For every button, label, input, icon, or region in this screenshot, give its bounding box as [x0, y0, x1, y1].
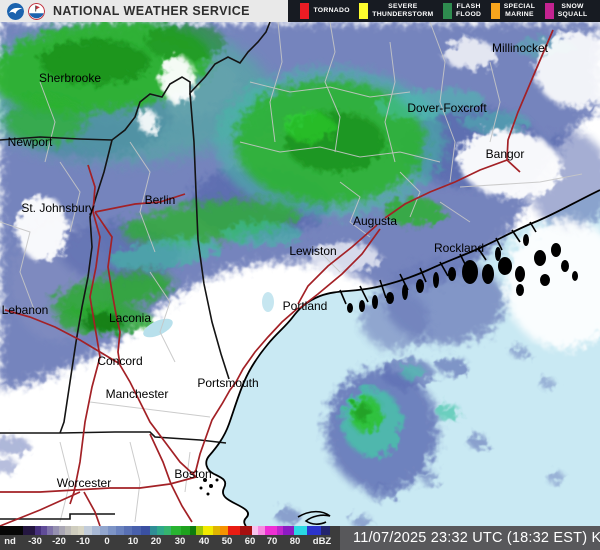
colorbar-tick-30: 30: [174, 536, 186, 547]
city-label-dover-foxcroft: Dover-Foxcroft: [407, 101, 487, 115]
city-label-millinocket: Millinocket: [492, 41, 549, 55]
warning-label: TORNADO: [313, 7, 350, 15]
roads-layer: [0, 29, 554, 527]
warning-swatch-icon: [490, 3, 500, 19]
nws-logo-icon: [28, 2, 45, 20]
colorbar-tick-10: 10: [127, 536, 139, 547]
colorbar-tick-70: 70: [266, 536, 278, 547]
warning-label: SEVERE THUNDERSTORM: [372, 3, 434, 18]
state-borders: [0, 21, 271, 520]
radar-map[interactable]: Sherbrooke Millinocket Dover-Foxcroft Bango…: [0, 20, 600, 529]
colorbar-tick-nd: nd: [4, 536, 16, 547]
warning-item-special-marine[interactable]: SPECIAL MARINE: [490, 3, 536, 19]
city-label-manchester: Manchester: [106, 387, 169, 401]
city-label-lewiston: Lewiston: [289, 244, 336, 258]
timestamp-label: 11/07/2025 23:32 UTC (18:32 EST) KGYX: [340, 526, 600, 550]
noaa-logo-icon: [7, 2, 24, 20]
reflectivity-colorbar: nd -30 -20 -10 0 10 20 30 40 50 60 70 80 dBZ: [0, 526, 340, 550]
agency-title: NATIONAL WEATHER SERVICE: [53, 4, 250, 18]
radar-map-container: Sherbrooke Millinocket Dover-Foxcroft Bango…: [0, 20, 600, 529]
city-label-boston: Boston: [174, 467, 211, 481]
city-label-rockland: Rockland: [434, 241, 484, 255]
city-label-portland: Portland: [283, 299, 328, 313]
warning-item-tornado[interactable]: TORNADO: [300, 3, 349, 19]
warning-legend: TORNADO SEVERE THUNDERSTORM FLASH FLOOD SPE…: [288, 0, 600, 22]
colorbar-tick-30: -30: [28, 536, 42, 547]
colorbar-tick-10: -10: [76, 536, 90, 547]
precipitation-layer: [0, 20, 600, 529]
warning-swatch-icon: [544, 3, 554, 19]
warning-label: SNOW SQUALL: [557, 3, 588, 18]
coastline: [199, 189, 600, 527]
lakes: [143, 292, 274, 338]
footer-bar: nd -30 -20 -10 0 10 20 30 40 50 60 70 80 dBZ 11/07/20…: [0, 526, 600, 550]
warning-item-flash-flood[interactable]: FLASH FLOOD: [442, 3, 482, 19]
colorbar-ticks: nd -30 -20 -10 0 10 20 30 40 50 60 70 80 dBZ: [0, 535, 335, 550]
city-label-sherbrooke: Sherbrooke: [39, 71, 101, 85]
city-label-st-johnsbury: St. Johnsbury: [21, 201, 94, 215]
city-label-portsmouth: Portsmouth: [197, 376, 258, 390]
colorbar-tick-20: -20: [52, 536, 66, 547]
county-lines: [0, 21, 583, 523]
warning-swatch-icon: [359, 3, 369, 19]
colorbar-gradient: [0, 526, 335, 535]
city-label-lebanon: Lebanon: [2, 303, 49, 317]
colorbar-tick-0: 0: [104, 536, 110, 547]
city-labels: Sherbrooke Millinocket Dover-Foxcroft Bango…: [2, 41, 549, 490]
city-label-concord: Concord: [97, 354, 142, 368]
warning-swatch-icon: [300, 3, 310, 19]
city-label-worcester: Worcester: [57, 476, 111, 490]
header-branding[interactable]: NATIONAL WEATHER SERVICE: [0, 0, 288, 22]
warning-label: SPECIAL MARINE: [503, 3, 536, 18]
city-label-laconia: Laconia: [109, 311, 151, 325]
warning-item-snow-squall[interactable]: SNOW SQUALL: [544, 3, 588, 19]
ocean: [206, 190, 600, 526]
warning-swatch-icon: [442, 3, 452, 19]
colorbar-tick-20: 20: [150, 536, 162, 547]
city-label-augusta: Augusta: [353, 214, 397, 228]
colorbar-tick-40: 40: [198, 536, 210, 547]
city-label-bangor: Bangor: [486, 147, 525, 161]
header-bar: NATIONAL WEATHER SERVICE TORNADO SEVERE T…: [0, 0, 600, 22]
colorbar-tick-dbz: dBZ: [312, 536, 332, 547]
city-label-newport: Newport: [8, 135, 53, 149]
city-label-berlin: Berlin: [145, 193, 176, 207]
colorbar-tick-50: 50: [221, 536, 233, 547]
cape-cod-hook: [297, 510, 331, 525]
islands: [199, 234, 578, 496]
warning-label: FLASH FLOOD: [455, 3, 482, 18]
warning-item-severe-thunderstorm[interactable]: SEVERE THUNDERSTORM: [359, 3, 433, 19]
colorbar-tick-80: 80: [289, 536, 301, 547]
colorbar-tick-60: 60: [244, 536, 256, 547]
